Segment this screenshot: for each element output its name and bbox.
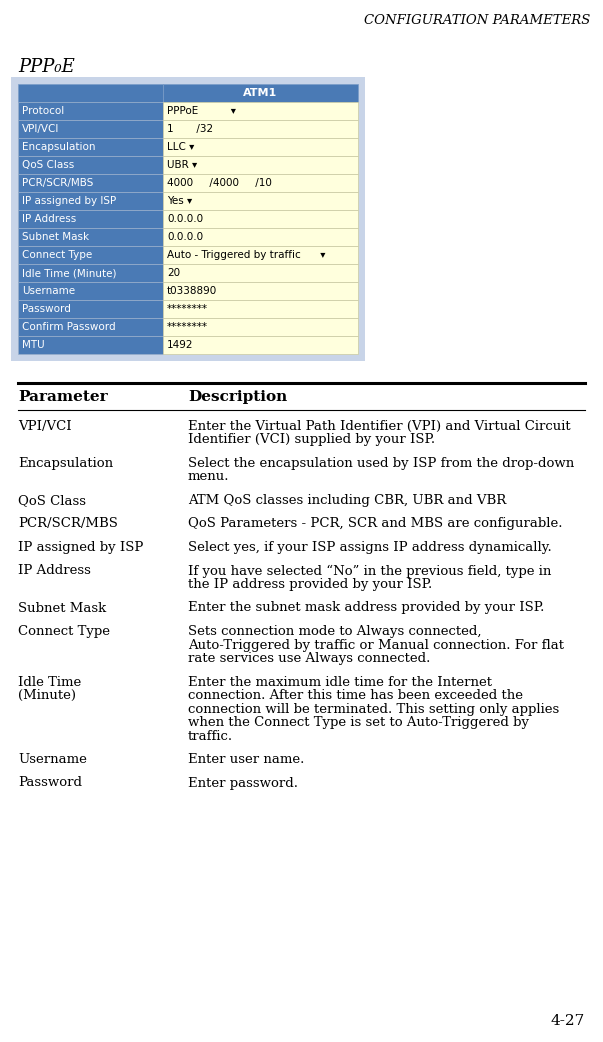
Text: IP Address: IP Address [18,565,91,577]
Text: Connect Type: Connect Type [18,625,110,638]
Text: 0.0.0.0: 0.0.0.0 [167,214,203,224]
Text: Select yes, if your ISP assigns IP address dynamically.: Select yes, if your ISP assigns IP addre… [188,541,552,554]
Bar [163,300,358,318]
Text: Enter the subnet mask address provided by your ISP.: Enter the subnet mask address provided b… [188,601,545,615]
Bar [163,228,358,246]
Text: Sets connection mode to Always connected,: Sets connection mode to Always connected… [188,625,482,638]
Text: Parameter: Parameter [18,390,107,404]
Text: Protocol: Protocol [22,106,65,116]
Bar [18,156,163,174]
Text: LLC ▾: LLC ▾ [167,142,194,152]
Text: Subnet Mask: Subnet Mask [18,601,106,615]
Bar [163,192,358,210]
Text: connection. After this time has been exceeded the: connection. After this time has been exc… [188,689,523,702]
Text: QoS Parameters - PCR, SCR and MBS are configurable.: QoS Parameters - PCR, SCR and MBS are co… [188,518,563,530]
Text: PPPoE          ▾: PPPoE ▾ [167,106,236,116]
Text: Subnet Mask: Subnet Mask [22,232,89,242]
Text: when the Connect Type is set to Auto-Triggered by: when the Connect Type is set to Auto-Tri… [188,716,529,729]
Bar [11,77,365,361]
Bar [163,84,358,102]
Bar [18,120,163,138]
Bar [18,246,163,264]
Bar [18,210,163,228]
Bar [163,174,358,192]
Text: Password: Password [22,304,71,314]
Bar [163,282,358,300]
Text: Encapsulation: Encapsulation [22,142,95,152]
Text: PCR/SCR/MBS: PCR/SCR/MBS [22,178,93,188]
Text: menu.: menu. [188,471,230,483]
Text: rate services use Always connected.: rate services use Always connected. [188,652,431,665]
Text: 0.0.0.0: 0.0.0.0 [167,232,203,242]
Text: CONFIGURATION PARAMETERS: CONFIGURATION PARAMETERS [364,14,590,27]
Text: IP assigned by ISP: IP assigned by ISP [18,541,144,554]
Text: If you have selected “No” in the previous field, type in: If you have selected “No” in the previou… [188,565,551,577]
Text: Enter user name.: Enter user name. [188,753,305,766]
Text: UBR ▾: UBR ▾ [167,160,197,170]
Text: Auto-Triggered by traffic or Manual connection. For flat: Auto-Triggered by traffic or Manual conn… [188,639,564,651]
Text: PCR/SCR/MBS: PCR/SCR/MBS [18,518,118,530]
Text: traffic.: traffic. [188,729,233,743]
Bar [163,210,358,228]
Text: Confirm Password: Confirm Password [22,322,116,332]
Text: (Minute): (Minute) [18,689,76,702]
Text: the IP address provided by your ISP.: the IP address provided by your ISP. [188,578,432,591]
Bar [18,282,163,300]
Text: ********: ******** [167,322,208,332]
Bar [163,120,358,138]
Text: IP assigned by ISP: IP assigned by ISP [22,196,116,206]
Text: Select the encapsulation used by ISP from the drop-down: Select the encapsulation used by ISP fro… [188,457,574,470]
Bar [18,336,163,354]
Text: ATM QoS classes including CBR, UBR and VBR: ATM QoS classes including CBR, UBR and V… [188,494,507,507]
Text: 20: 20 [167,268,180,278]
Bar [18,84,163,102]
Text: 4000     /4000     /10: 4000 /4000 /10 [167,178,272,188]
Text: 1       /32: 1 /32 [167,124,213,134]
Text: Yes ▾: Yes ▾ [167,196,192,206]
Text: 1492: 1492 [167,340,194,350]
Text: Identifier (VCI) supplied by your ISP.: Identifier (VCI) supplied by your ISP. [188,433,435,447]
Text: Idle Time (Minute): Idle Time (Minute) [22,268,116,278]
Text: Auto - Triggered by traffic      ▾: Auto - Triggered by traffic ▾ [167,250,326,260]
Bar [18,192,163,210]
Text: Username: Username [18,753,87,766]
Bar [163,264,358,282]
Bar [163,246,358,264]
Bar [18,300,163,318]
Bar [18,228,163,246]
Text: IP Address: IP Address [22,214,76,224]
Bar [163,156,358,174]
Text: Password: Password [18,776,82,790]
Text: Username: Username [22,286,75,296]
Text: VPI/VCI: VPI/VCI [22,124,59,134]
Bar [18,318,163,336]
Bar [163,138,358,156]
Text: ATM1: ATM1 [244,88,277,98]
Bar [18,174,163,192]
Text: QoS Class: QoS Class [22,160,74,170]
Text: Enter the Virtual Path Identifier (VPI) and Virtual Circuit: Enter the Virtual Path Identifier (VPI) … [188,420,570,433]
Text: Enter the maximum idle time for the Internet: Enter the maximum idle time for the Inte… [188,675,492,689]
Text: ********: ******** [167,304,208,314]
Bar [163,102,358,120]
Text: 4-27: 4-27 [551,1014,585,1028]
Text: Idle Time: Idle Time [18,675,81,689]
Bar [163,336,358,354]
Text: Encapsulation: Encapsulation [18,457,113,470]
Text: connection will be terminated. This setting only applies: connection will be terminated. This sett… [188,702,559,716]
Text: MTU: MTU [22,340,45,350]
Bar [18,264,163,282]
Bar [18,102,163,120]
Text: t0338890: t0338890 [167,286,217,296]
Text: Enter password.: Enter password. [188,776,298,790]
Bar [163,318,358,336]
Text: Connect Type: Connect Type [22,250,92,260]
Bar [18,138,163,156]
Text: VPI/VCI: VPI/VCI [18,420,72,433]
Text: PPP₀E: PPP₀E [18,58,75,76]
Text: QoS Class: QoS Class [18,494,86,507]
Text: Description: Description [188,390,287,404]
